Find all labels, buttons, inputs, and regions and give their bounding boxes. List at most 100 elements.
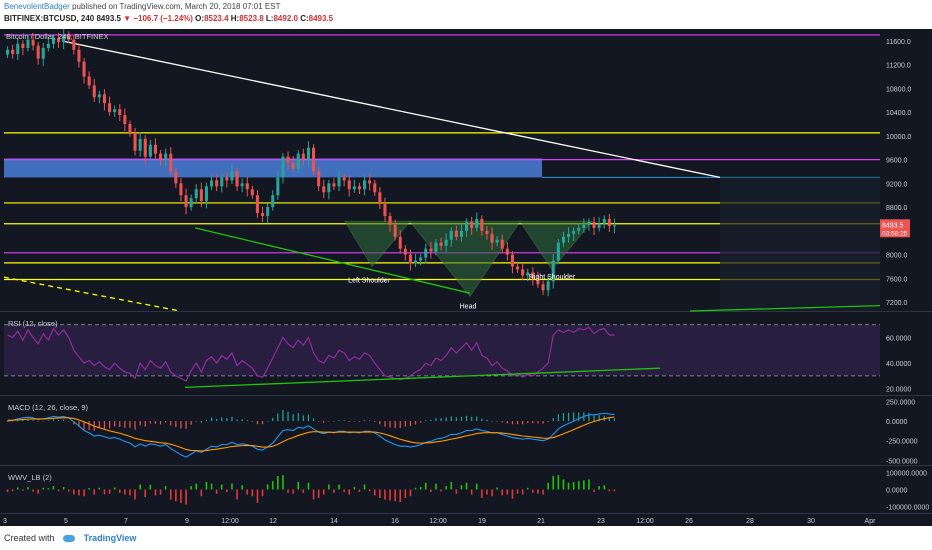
- wwv-bar: [113, 487, 116, 490]
- macd-histogram-bar: [348, 421, 350, 422]
- rsi-tick-label: 20.0000: [886, 387, 911, 394]
- countdown-label: 03:58:25: [882, 230, 908, 237]
- wwv-bar: [496, 487, 498, 490]
- last-price-tag: [880, 219, 910, 238]
- macd-histogram-bar: [440, 418, 442, 422]
- wwv-bar: [419, 486, 422, 490]
- wwv-bar: [435, 483, 437, 490]
- macd-histogram-bar: [511, 421, 514, 425]
- wwv-bar: [190, 486, 192, 490]
- candle-body: [439, 242, 443, 246]
- wwv-bar: [470, 489, 473, 495]
- projection-area: [720, 177, 880, 311]
- macd-histogram-bar: [516, 421, 519, 425]
- close-label: C:: [300, 14, 309, 23]
- wwv-bar: [338, 484, 340, 490]
- macd-histogram-bar: [557, 414, 559, 422]
- wwv-bar: [124, 489, 126, 495]
- chart-canvas[interactable]: Left Shoulder Head Right Shoulder Bitcoin /…: [0, 29, 932, 526]
- macd-histogram-bar: [379, 421, 381, 425]
- wwv-bar: [231, 483, 233, 490]
- macd-histogram-bar: [6, 421, 9, 422]
- wwv-bar: [88, 488, 90, 490]
- candle-body: [577, 227, 581, 231]
- macd-histogram-bar: [37, 421, 39, 422]
- candle-body: [398, 236, 402, 249]
- wwv-bar: [317, 489, 320, 498]
- macd-histogram-bar: [420, 421, 422, 423]
- candle-body: [11, 49, 15, 54]
- candle-body: [337, 177, 341, 187]
- candle-body: [408, 254, 412, 264]
- wwv-bar: [475, 483, 478, 490]
- candle-body: [128, 123, 132, 133]
- macd-histogram-bar: [358, 421, 361, 422]
- wwv-bar: [445, 486, 447, 490]
- candle-body: [31, 39, 35, 46]
- candle-body: [281, 156, 285, 178]
- candle-body: [189, 198, 193, 208]
- macd-histogram-bar: [537, 421, 539, 424]
- macd-histogram-bar: [68, 421, 70, 422]
- wwv-bar: [73, 489, 75, 495]
- low-value: 8492.0: [273, 14, 298, 23]
- candle-body: [291, 162, 295, 169]
- chart-area[interactable]: Left Shoulder Head Right Shoulder Bitcoin /…: [0, 29, 932, 526]
- macd-histogram-bar: [471, 416, 473, 422]
- candle-body: [490, 233, 494, 243]
- candle-body: [424, 248, 428, 258]
- macd-histogram-bar: [496, 421, 498, 422]
- macd-histogram-bar: [343, 420, 345, 422]
- candle-body: [312, 147, 316, 172]
- lower-trendline: [194, 227, 471, 294]
- price-tick-label: 8800.0: [886, 205, 908, 212]
- time-tick-label: 26: [685, 518, 693, 525]
- wwv-bar: [511, 489, 514, 499]
- wwv-bar: [282, 475, 284, 490]
- wwv-bar: [312, 489, 315, 500]
- macd-histogram-bar: [338, 420, 340, 422]
- candle-body: [592, 221, 596, 228]
- macd-histogram-bar: [129, 421, 131, 428]
- wwv-bar: [562, 479, 565, 490]
- wwv-tick-label: 100000.0000: [886, 471, 927, 478]
- macd-histogram-bar: [256, 421, 259, 425]
- wwv-bar: [271, 481, 274, 490]
- wwv-bar: [246, 489, 249, 495]
- wwv-bar: [322, 489, 325, 495]
- rsi-tick-label: 60.0000: [886, 336, 911, 343]
- wwv-bar: [537, 489, 539, 494]
- price-tick-label: 11200.0: [886, 63, 911, 70]
- candle-body: [567, 233, 571, 237]
- macd-histogram-bar: [567, 412, 570, 422]
- price-change: −106.7 (−1.24%): [133, 14, 193, 23]
- macd-histogram-bar: [547, 421, 549, 422]
- wwv-bar: [450, 481, 453, 490]
- wwv-bar: [226, 489, 228, 493]
- macd-histogram-bar: [578, 412, 580, 422]
- wwv-bar: [389, 489, 391, 501]
- macd-histogram-bar: [165, 421, 167, 423]
- candle-body: [261, 213, 265, 217]
- candle-body: [342, 177, 346, 181]
- time-tick-label: 21: [537, 518, 545, 525]
- candle-body: [41, 47, 45, 59]
- candle-body: [255, 195, 259, 214]
- wwv-bar: [154, 489, 157, 496]
- author-link[interactable]: BenevolentBadger: [4, 2, 70, 11]
- wwv-bar: [608, 489, 611, 492]
- candle-body: [393, 224, 397, 237]
- candle-body: [470, 221, 474, 228]
- tradingview-brand[interactable]: TradingView: [83, 533, 137, 543]
- macd-histogram-bar: [78, 421, 80, 427]
- wwv-bar: [343, 489, 345, 493]
- macd-histogram-bar: [323, 421, 325, 423]
- footer: Created with TradingView: [0, 526, 932, 550]
- wwv-bar: [542, 489, 544, 495]
- wwv-bar: [521, 489, 524, 495]
- wwv-bar: [368, 489, 371, 492]
- wwv-bar: [78, 489, 80, 496]
- macd-tick-label: -250.0000: [886, 439, 918, 446]
- candle-body: [383, 204, 387, 217]
- time-tick-label: 5: [64, 518, 68, 525]
